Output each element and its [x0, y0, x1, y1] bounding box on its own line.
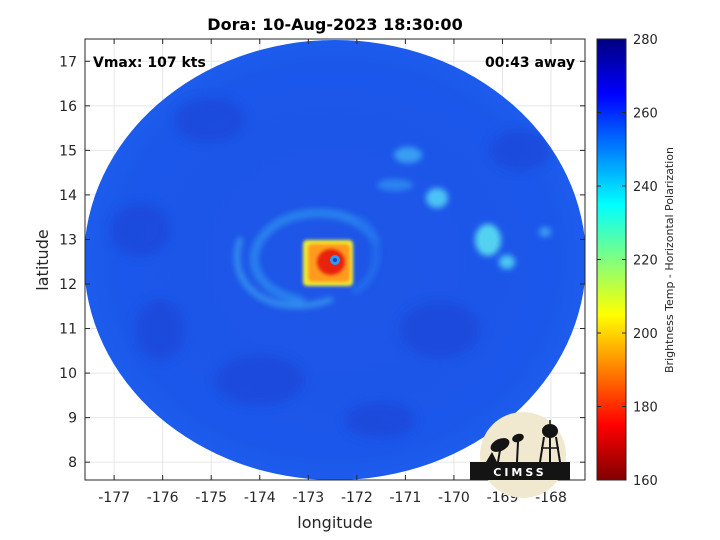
x-tick-label: -171: [389, 490, 421, 506]
y-tick-label: 12: [59, 277, 77, 293]
y-tick-label: 9: [68, 411, 77, 427]
logo-text: CIMSS: [493, 466, 546, 479]
colorbar-tick-label: 240: [633, 180, 658, 195]
colorbar-tick-label: 180: [633, 401, 658, 416]
y-axis-label: latitude: [33, 229, 52, 290]
cimss-logo: CIMSS: [470, 412, 570, 498]
y-tick-label: 15: [59, 143, 77, 159]
x-tick-label: -175: [195, 490, 227, 506]
x-tick-label: -174: [244, 490, 276, 506]
colorbar-tick-label: 280: [633, 33, 658, 48]
x-axis-label: longitude: [297, 513, 372, 532]
satellite-swath: [85, 40, 585, 480]
x-tick-label: -172: [341, 490, 373, 506]
colorbar-tick-label: 200: [633, 327, 658, 342]
x-tick-label: -173: [292, 490, 324, 506]
storm-core: [303, 240, 353, 286]
x-tick-label: -168: [535, 490, 567, 506]
y-tick-label: 16: [59, 99, 77, 115]
axes-frame: [84, 38, 586, 481]
time-away-annotation: 00:43 away: [485, 55, 575, 71]
y-tick-label: 10: [59, 366, 77, 382]
colorbar-tick-label: 260: [633, 107, 658, 122]
y-axis: 8 9 10 11 12 13 14 15 16 17: [59, 54, 585, 471]
colorbar-label: Brightness Temp - Horizontal Polarizatio…: [663, 147, 676, 373]
colorbar-tick-label: 220: [633, 254, 658, 269]
y-tick-label: 11: [59, 322, 77, 338]
y-tick-label: 14: [59, 188, 77, 204]
y-tick-label: 13: [59, 232, 77, 248]
x-axis: -177 -176 -175 -174 -173 -172 -171 -170 -169 -168: [98, 39, 567, 506]
colorbar: 160 180 200 220 240 260 280 Brightness Temp - …: [596, 33, 676, 489]
chart-title: Dora: 10-Aug-2023 18:30:00: [207, 15, 462, 34]
colorbar-gradient: [596, 38, 627, 481]
vmax-annotation: Vmax: 107 kts: [93, 55, 206, 71]
x-tick-label: -177: [98, 490, 130, 506]
x-tick-label: -170: [438, 490, 470, 506]
colorbar-tick-label: 160: [633, 474, 658, 489]
y-tick-label: 8: [68, 455, 77, 471]
y-tick-label: 17: [59, 54, 77, 70]
x-tick-label: -176: [147, 490, 179, 506]
